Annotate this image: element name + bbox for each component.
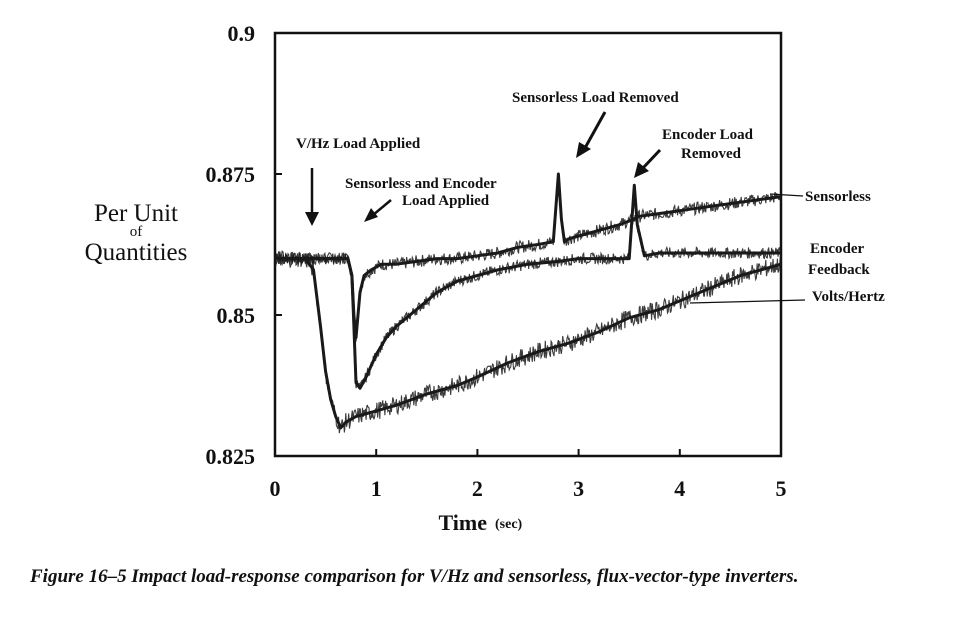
annotation-encoder-arrow-head	[634, 162, 649, 178]
annotation-vhz-load-applied: V/Hz Load Applied	[296, 136, 421, 226]
annotation-vhz-load-applied-text: V/Hz Load Applied	[296, 136, 421, 152]
series-labels: Sensorless Encoder Feedback Volts/Hertz	[689, 189, 885, 305]
annotation-both-load-applied-line-2: Load Applied	[402, 193, 490, 209]
series-line	[275, 172, 782, 340]
y-axis-label-line-2: of	[130, 224, 143, 240]
annotation-sensorless-arrow-shaft	[583, 111, 607, 149]
x-axis-label-text: Time	[439, 510, 488, 535]
annotation-both-load-applied: Sensorless and Encoder Load Applied	[345, 176, 497, 222]
sensorless-label: Sensorless	[805, 189, 871, 205]
annotation-both-arrow-head	[364, 208, 378, 222]
y-tick-label: 0.875	[206, 162, 256, 187]
annotation-sensorless-removed: Sensorless Load Removed	[512, 90, 679, 158]
volts-hertz-label: Volts/Hertz	[812, 289, 885, 305]
plot-area	[273, 31, 783, 458]
figure-caption: Figure 16–5 Impact load-response compari…	[30, 566, 799, 587]
annotation-encoder-arrow-shaft	[641, 148, 662, 170]
x-tick-label: 3	[573, 476, 584, 501]
volts-hertz-label-leader	[689, 299, 806, 304]
series-noise	[274, 178, 782, 342]
series-noise	[274, 250, 782, 434]
y-tick-label: 0.9	[228, 21, 256, 46]
annotation-both-load-applied-line-1: Sensorless and Encoder	[345, 176, 497, 192]
y-axis-ticks: 0.9 0.875 0.85 0.825	[206, 21, 282, 469]
x-tick-label: 5	[776, 476, 787, 501]
annotation-vhz-arrow-head	[305, 212, 319, 226]
encoder-feedback-label-line-1: Encoder	[810, 241, 865, 257]
x-axis-ticks: 0 1 2 3 4 5	[270, 449, 787, 501]
x-tick-label: 1	[371, 476, 382, 501]
x-tick-label: 4	[674, 476, 685, 501]
x-tick-label: 2	[472, 476, 483, 501]
y-axis-label: Per Unit of Quantities	[85, 200, 188, 266]
y-axis-label-line-1: Per Unit	[94, 200, 178, 227]
annotation-encoder-removed: Encoder Load Removed	[634, 127, 754, 178]
x-axis-label-unit: (sec)	[495, 517, 523, 532]
annotation-sensorless-removed-text: Sensorless Load Removed	[512, 90, 679, 106]
encoder-feedback-label-line-2: Feedback	[808, 262, 870, 278]
annotation-encoder-removed-line-2: Removed	[681, 146, 742, 162]
sensorless-label-leader	[769, 193, 804, 197]
y-tick-label: 0.85	[217, 303, 256, 328]
y-axis-label-line-3: Quantities	[85, 239, 188, 266]
chart: 0.9 0.875 0.85 0.825 0 1 2 3 4 5 Per Unit of Qua…	[85, 21, 885, 535]
x-tick-label: 0	[270, 476, 281, 501]
annotation-sensorless-arrow-head	[576, 142, 591, 158]
series-noise	[274, 186, 782, 389]
annotation-encoder-removed-line-1: Encoder Load	[662, 127, 754, 143]
annotation-both-arrow-shaft	[372, 199, 392, 216]
y-tick-label: 0.825	[206, 444, 256, 469]
series-lines	[274, 172, 782, 434]
x-axis-label: Time (sec)	[439, 510, 523, 535]
